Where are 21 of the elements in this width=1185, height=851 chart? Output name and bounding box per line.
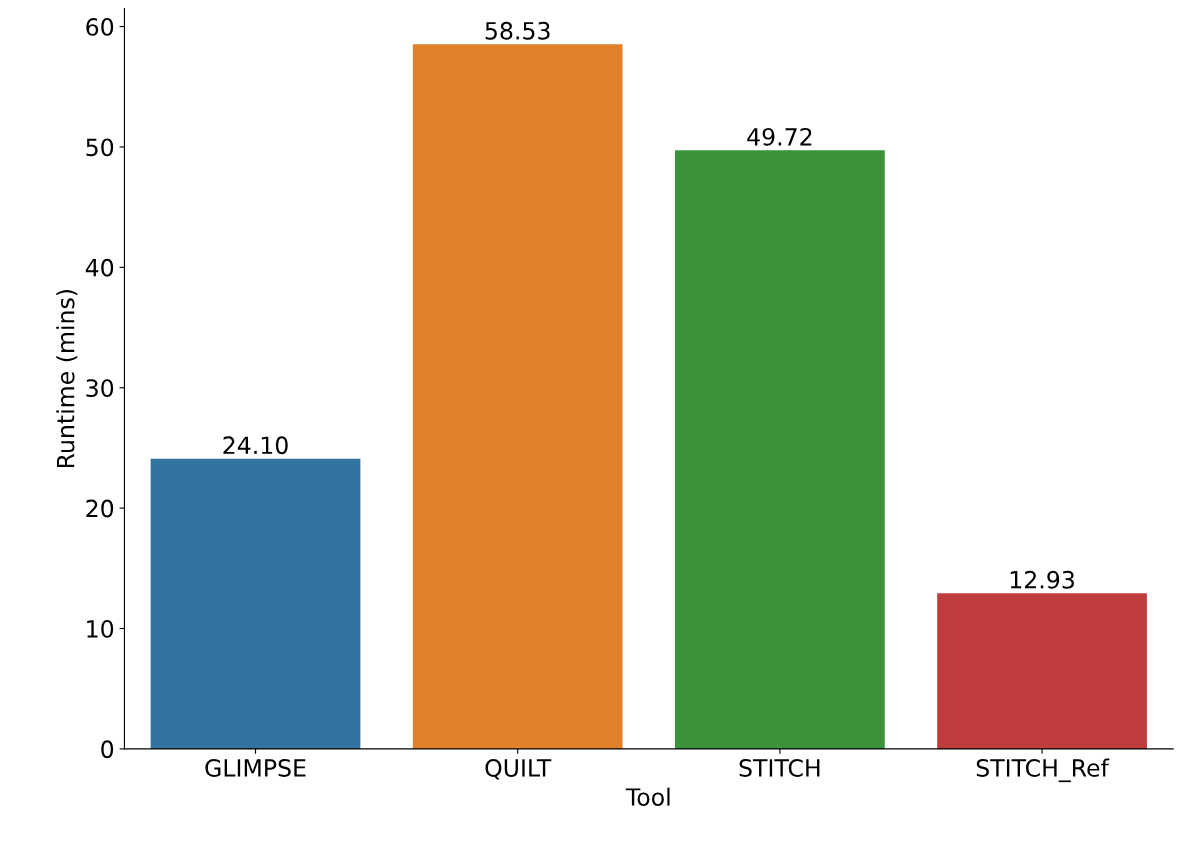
bar bbox=[937, 593, 1147, 749]
y-tick-label: 20 bbox=[86, 499, 114, 518]
data-label: 24.10 bbox=[223, 436, 288, 455]
x-tick-label: QUILT bbox=[485, 759, 552, 780]
y-axis-title: Runtime (mins) bbox=[56, 290, 78, 468]
data-label: 49.72 bbox=[747, 127, 812, 146]
x-tick-label: STITCH_Ref bbox=[976, 758, 1110, 783]
y-tick-label: 50 bbox=[86, 138, 114, 157]
y-tick-label: 40 bbox=[85, 258, 114, 277]
bar bbox=[675, 150, 885, 749]
data-label: 12.93 bbox=[1010, 570, 1074, 589]
data-label: 58.53 bbox=[485, 21, 550, 40]
bar bbox=[150, 458, 361, 749]
y-tick-label: 10 bbox=[87, 619, 114, 638]
y-tick-label: 30 bbox=[86, 379, 114, 398]
x-axis-title: Tool bbox=[625, 787, 670, 806]
y-tick-label: 60 bbox=[86, 18, 114, 36]
x-tick-label: STITCH bbox=[739, 759, 820, 777]
x-tick-label: GLIMPSE bbox=[205, 759, 306, 777]
bar bbox=[412, 44, 623, 749]
y-tick-label: 0 bbox=[101, 740, 114, 759]
